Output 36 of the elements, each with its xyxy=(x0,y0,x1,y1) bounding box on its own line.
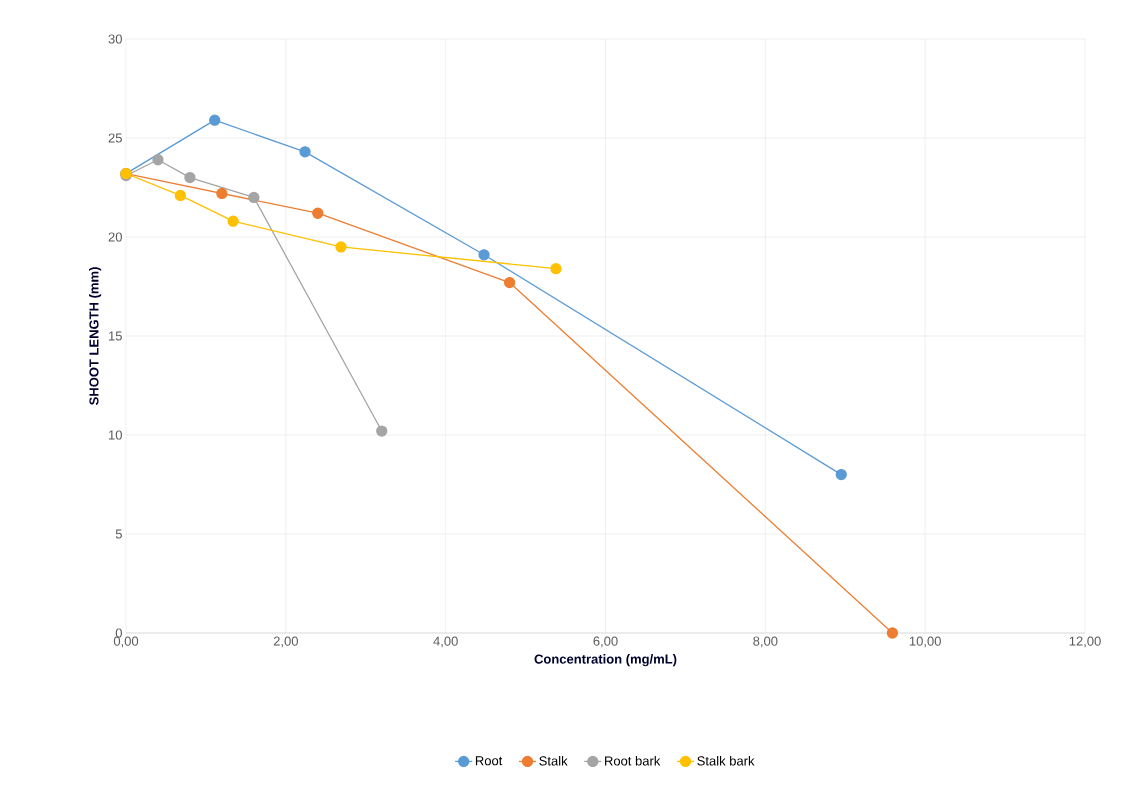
x-axis-title: Concentration (mg/mL) xyxy=(534,654,677,667)
x-tick-label: 12,00 xyxy=(1069,636,1101,648)
legend-label: Stalk xyxy=(539,755,568,766)
y-tick-label: 15 xyxy=(109,331,122,341)
point xyxy=(312,207,324,219)
legend-label: Stalk bark xyxy=(697,755,755,766)
point xyxy=(216,187,228,200)
point xyxy=(503,276,516,289)
point xyxy=(376,425,388,437)
y-tick-label: 30 xyxy=(108,34,122,44)
legend-label: Root bark xyxy=(605,755,661,766)
point xyxy=(886,627,899,639)
point xyxy=(174,189,186,202)
y-tick-label: 20 xyxy=(108,232,122,242)
x-tick-label: 2,00 xyxy=(273,636,298,648)
point xyxy=(184,171,196,184)
y-tick-label: 10 xyxy=(109,430,122,440)
point xyxy=(299,146,311,158)
point xyxy=(335,241,347,253)
point xyxy=(209,114,221,126)
y-tick-label: 0 xyxy=(115,628,122,638)
point xyxy=(478,249,490,261)
y-tick-label: 5 xyxy=(115,529,122,539)
point xyxy=(248,191,260,204)
x-tick-label: 6,00 xyxy=(593,636,618,648)
x-tick-label: 0,00 xyxy=(113,636,139,648)
y-tick-label: 25 xyxy=(108,133,122,143)
point xyxy=(152,154,164,166)
point xyxy=(550,263,562,275)
y-axis-title: SHOOT LENGTH (mm) xyxy=(89,267,102,405)
x-tick-label: 10,00 xyxy=(909,636,941,648)
point xyxy=(227,215,239,227)
x-tick-label: 8,00 xyxy=(753,636,778,648)
point xyxy=(835,468,847,481)
legend-label: Root xyxy=(475,756,503,766)
x-tick-label: 4,00 xyxy=(433,636,458,648)
